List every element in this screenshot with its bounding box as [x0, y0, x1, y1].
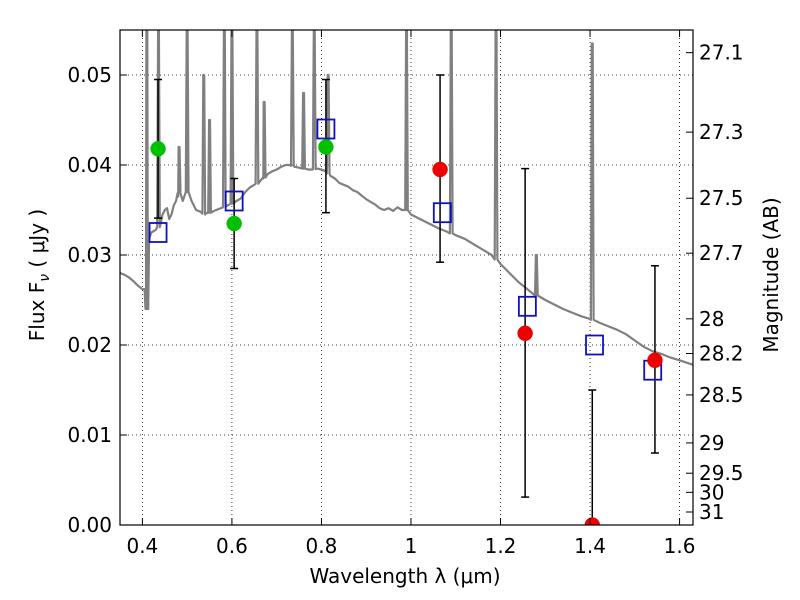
magnitude-tick-label: 30 — [699, 480, 724, 504]
tick-marks — [120, 30, 693, 526]
observed-flux-marker — [226, 215, 242, 232]
y-axis-label: Flux Fν ( μJy ) — [25, 209, 53, 341]
magnitude-tick-label: 28.2 — [699, 342, 744, 366]
model-photometry-marker — [316, 118, 336, 140]
magnitude-tick-label: 27.7 — [699, 241, 744, 265]
x-tick-label: 1 — [405, 534, 418, 558]
magnitude-tick-label: 28.5 — [699, 383, 744, 407]
observed-flux-marker — [647, 352, 663, 369]
x-tick-label: 1.2 — [485, 534, 517, 558]
magnitude-tick-label: 27.1 — [699, 41, 744, 65]
model-photometry-marker — [432, 202, 452, 224]
plot-frame — [119, 29, 694, 526]
y-axis-label-main: Flux F — [25, 282, 49, 341]
grid-lines — [120, 30, 693, 525]
model-photometry-marker — [224, 190, 244, 212]
y-tick-label: 0.04 — [67, 153, 112, 177]
model-spectrum-line — [120, 30, 693, 366]
model-photometry-marker — [148, 222, 168, 243]
magnitude-tick-label: 27.5 — [699, 186, 744, 210]
y-tick-label: 0.05 — [67, 63, 112, 87]
x-axis-label: Wavelength λ (μm) — [309, 564, 500, 588]
x-tick-label: 0.8 — [306, 534, 338, 558]
magnitude-tick-label: 29 — [699, 431, 724, 455]
magnitude-tick-label: 27.3 — [699, 120, 744, 144]
model-photometry-marker — [517, 295, 537, 317]
x-tick-label: 1.4 — [574, 534, 606, 558]
observed-flux-marker — [150, 141, 166, 157]
magnitude-tick-label: 28 — [699, 307, 724, 331]
observed-flux-marker — [432, 161, 448, 178]
y-tick-label: 0.02 — [67, 333, 112, 357]
y-axis-label-unit: ( μJy ) — [25, 209, 49, 274]
observed-flux-marker — [584, 517, 601, 525]
magnitude-tick-label: 31 — [699, 500, 724, 524]
model-photometry-marker — [585, 334, 604, 356]
y-tick-label: 0.03 — [67, 243, 112, 267]
y-tick-label: 0.01 — [67, 423, 112, 447]
observed-flux-marker — [517, 325, 533, 342]
y-tick-label: 0.00 — [67, 513, 112, 537]
magnitude-tick-label: 29.5 — [699, 461, 744, 485]
right-axis-label: Magnitude (AB) — [759, 197, 783, 352]
x-tick-label: 0.6 — [216, 534, 248, 558]
x-tick-label: 1.6 — [664, 534, 696, 558]
y-axis-label-subscript: ν — [37, 274, 53, 282]
x-tick-label: 0.4 — [126, 534, 158, 558]
observed-flux-marker — [318, 139, 334, 155]
plot-area — [120, 30, 693, 525]
